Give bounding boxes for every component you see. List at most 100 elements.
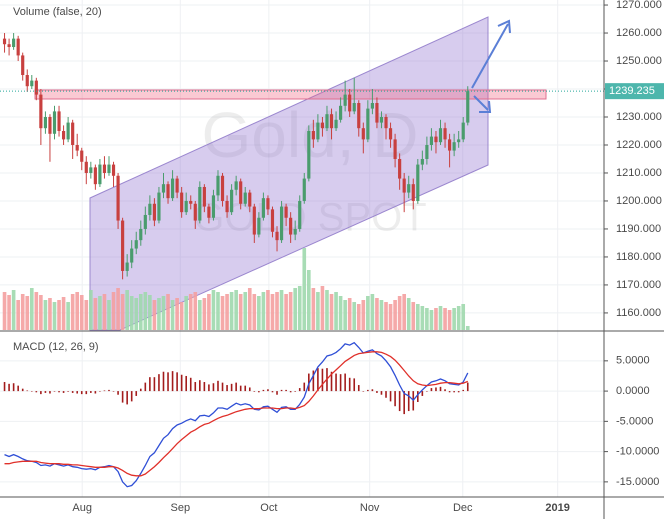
candle-body xyxy=(75,144,79,151)
macd-histogram-bar xyxy=(362,391,365,392)
volume-bar xyxy=(352,302,357,330)
candle-body xyxy=(2,38,7,45)
macd-histogram-bar xyxy=(35,391,38,393)
volume-bar xyxy=(456,306,461,330)
volume-bar xyxy=(125,290,129,330)
candle-body xyxy=(230,189,234,213)
macd-histogram-bar xyxy=(58,391,60,393)
volume-bar xyxy=(2,292,7,330)
candle-body xyxy=(143,214,147,229)
candle-body xyxy=(261,198,265,218)
volume-bar xyxy=(34,292,39,330)
volume-bar xyxy=(166,294,170,330)
macd-histogram-bar xyxy=(212,383,215,392)
candle-body xyxy=(434,136,438,143)
candle-body xyxy=(393,139,397,159)
macd-histogram-bar xyxy=(221,382,224,392)
macd-histogram-bar xyxy=(171,371,174,392)
macd-histogram-bar xyxy=(49,391,51,394)
volume-bar xyxy=(266,290,270,330)
macd-histogram-bar xyxy=(30,391,33,392)
candle-body xyxy=(429,136,434,145)
macd-histogram-bar xyxy=(453,391,455,393)
volume-bar xyxy=(161,296,166,330)
candle-body xyxy=(84,161,88,173)
candle-body xyxy=(252,206,256,235)
volume-bar xyxy=(334,292,338,330)
volume-bar xyxy=(288,292,293,330)
candle-body xyxy=(316,122,320,140)
volume-bar xyxy=(343,300,347,330)
macd-histogram-bar xyxy=(158,374,160,392)
volume-bar xyxy=(302,248,307,330)
volume-bar xyxy=(61,297,66,330)
candle-body xyxy=(189,200,193,204)
macd-histogram-bar xyxy=(376,391,378,393)
volume-label: Volume (false, 20) xyxy=(13,6,102,18)
macd-histogram-bar xyxy=(312,370,315,392)
volume-bar xyxy=(75,292,80,330)
candle-body xyxy=(157,192,161,221)
macd-line xyxy=(4,341,469,488)
volume-bar xyxy=(198,300,202,330)
candle-body xyxy=(243,192,247,204)
volume-bar xyxy=(402,294,406,330)
y-tick-label: 1170.000 xyxy=(616,279,661,291)
candle-body xyxy=(148,203,152,215)
volume-bar xyxy=(225,294,229,330)
macd-histogram-bar xyxy=(439,386,442,392)
candle-body xyxy=(71,122,75,145)
macd-histogram-bar xyxy=(180,374,183,392)
candle-body xyxy=(361,128,365,140)
candle-body xyxy=(275,231,279,241)
volume-bar xyxy=(311,288,316,330)
volume-bar xyxy=(270,294,275,330)
candle-body xyxy=(220,175,225,201)
macd-histogram-bar xyxy=(108,389,110,392)
candle-body xyxy=(352,103,356,112)
candle-body xyxy=(270,209,275,232)
macd-histogram-bar xyxy=(430,388,433,392)
macd-histogram-bar xyxy=(99,391,101,392)
volume-bar xyxy=(375,298,379,330)
candle-body xyxy=(452,142,456,151)
volume-bar xyxy=(461,304,466,330)
macd-histogram-bar xyxy=(189,377,192,392)
candle-body xyxy=(21,55,25,76)
candle-body xyxy=(398,158,402,179)
candle-body xyxy=(384,116,388,129)
volume-bar xyxy=(202,298,207,330)
volume-bar xyxy=(211,290,216,330)
volume-bar xyxy=(338,296,343,330)
volume-bar xyxy=(7,295,11,330)
x-tick-label: Sep xyxy=(171,502,191,514)
candle-body xyxy=(202,186,206,207)
y-tick-label: 1260.000 xyxy=(616,27,662,39)
candle-body xyxy=(43,116,48,129)
volume-bar xyxy=(84,300,89,330)
volume-bar xyxy=(252,294,257,330)
macd-histogram-bar xyxy=(226,385,228,392)
candle-body xyxy=(239,181,243,204)
macd-histogram-bar xyxy=(371,389,374,392)
macd-histogram-bar xyxy=(239,385,242,392)
macd-histogram-bar xyxy=(17,385,19,392)
macd-histogram-bar xyxy=(385,391,387,398)
candle-body xyxy=(175,178,179,193)
candle-body xyxy=(93,167,97,185)
y-tick-label: 1210.000 xyxy=(616,167,662,179)
macd-histogram-bar xyxy=(112,391,115,392)
macd-histogram-bar xyxy=(321,368,324,392)
macd-histogram-bar xyxy=(67,391,69,392)
macd-histogram-bar xyxy=(244,385,247,392)
candle-body xyxy=(161,184,166,193)
macd-histogram-bar xyxy=(135,391,138,396)
candle-body xyxy=(216,175,220,196)
candle-body xyxy=(379,116,384,123)
candle-body xyxy=(416,164,420,201)
candle-body xyxy=(130,248,134,263)
macd-histogram-bar xyxy=(153,377,156,392)
candle-body xyxy=(407,184,411,193)
volume-bar xyxy=(20,294,25,330)
candle-body xyxy=(39,94,43,129)
